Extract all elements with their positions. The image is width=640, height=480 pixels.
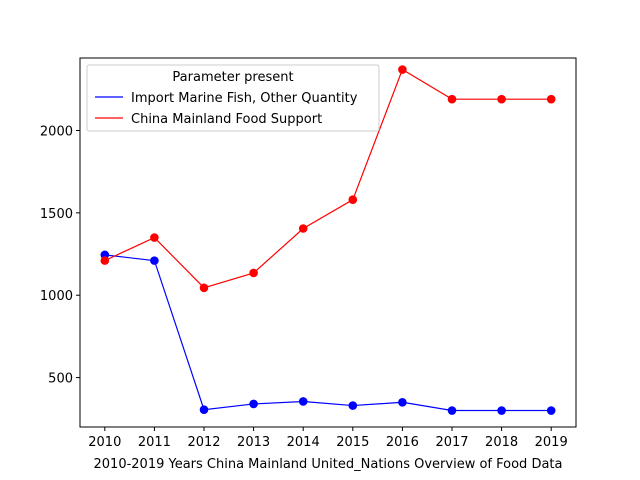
y-tick-label: 1500 <box>40 207 73 222</box>
legend-label-import-marine-fish: Import Marine Fish, Other Quantity <box>131 91 358 106</box>
series-2-point <box>298 224 308 233</box>
series-2-point <box>497 94 506 104</box>
plot-area-frame <box>79 57 577 428</box>
x-tick-label: 2014 <box>287 435 320 450</box>
series-1-point <box>497 406 506 415</box>
series-1-point <box>348 401 358 410</box>
x-tick-label: 2015 <box>336 435 369 450</box>
y-tick-label: 1000 <box>40 289 73 304</box>
series-1-point <box>249 399 258 409</box>
x-tick-label: 2012 <box>187 435 220 450</box>
x-tick-label: 2016 <box>386 435 419 450</box>
x-tick-label: 2018 <box>485 435 518 450</box>
series-2-point <box>546 94 556 104</box>
y-axis: 500 1000 1500 2000 <box>40 124 80 387</box>
series-1-point <box>546 406 556 415</box>
y-tick-label: 500 <box>48 372 73 387</box>
legend-title: Parameter present <box>172 70 293 85</box>
series-2-line <box>104 68 552 289</box>
series-1-point <box>447 406 457 415</box>
x-tick-label: 2010 <box>88 435 121 450</box>
series-2-point <box>249 268 258 278</box>
legend-label-food-support: China Mainland Food Support <box>131 112 322 127</box>
x-tick-label: 2017 <box>435 435 468 450</box>
y-tick-label: 2000 <box>40 124 73 139</box>
legend-box <box>86 64 380 132</box>
series-2-point <box>348 195 358 204</box>
x-tick-label: 2011 <box>138 435 171 450</box>
series-layer <box>100 65 556 415</box>
series-1-point <box>398 397 407 407</box>
legend: Parameter present Import Marine Fish, Ot… <box>86 64 380 132</box>
series-1-point <box>298 397 308 406</box>
series-2-point <box>150 233 159 242</box>
x-tick-label: 2013 <box>237 435 270 450</box>
series-2-point <box>199 283 209 293</box>
series-1-point <box>199 405 209 415</box>
series-2-point <box>447 94 457 104</box>
x-axis: 2010 2011 2012 2013 2014 2015 2016 2017 2018 2019 <box>88 427 568 450</box>
series-1-line <box>104 254 552 412</box>
series-2-point <box>100 256 110 265</box>
series-1-point <box>150 256 159 265</box>
series-2-point <box>398 65 407 74</box>
x-tick-label: 2019 <box>535 435 568 450</box>
x-axis-label: 2010-2019 Years China Mainland United_Na… <box>94 457 563 472</box>
